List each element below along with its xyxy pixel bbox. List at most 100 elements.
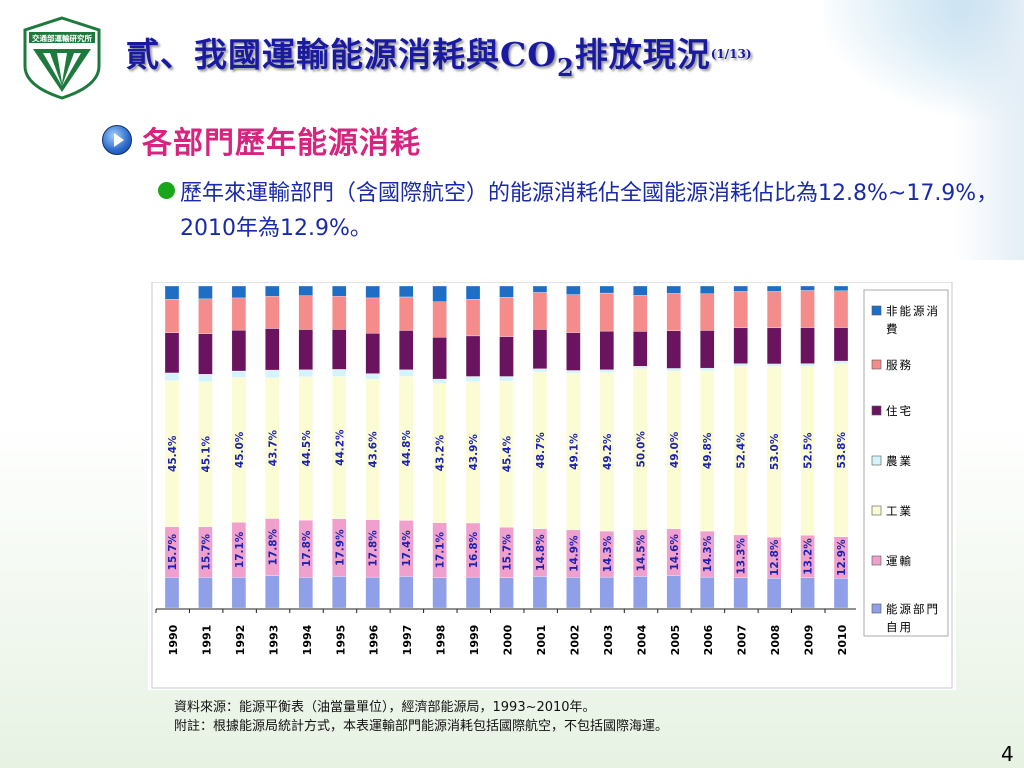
bar-data-label: 53.8% <box>836 432 848 469</box>
x-tick-label: 1999 <box>468 625 481 656</box>
legend-swatch <box>871 305 882 316</box>
bar-segment <box>633 285 648 296</box>
bar-data-label: 17.8% <box>267 528 279 565</box>
bar-segment <box>465 576 481 609</box>
institute-logo: 交通部運輸研究所 <box>23 16 101 100</box>
bar-segment <box>766 291 782 329</box>
bar-segment <box>599 292 615 332</box>
x-tick-label: 2006 <box>702 624 715 655</box>
bar-segment <box>231 285 247 299</box>
logo-text: 交通部運輸研究所 <box>32 33 92 43</box>
bar-segment <box>499 297 514 337</box>
bar-segment <box>465 335 481 377</box>
bar-segment <box>700 285 715 294</box>
bar-segment <box>566 332 581 371</box>
bar-data-label: 12.8% <box>769 539 781 576</box>
x-tick-label: 2010 <box>836 624 849 655</box>
x-tick-label: 2004 <box>635 624 648 655</box>
bar-segment <box>800 290 815 328</box>
bar-segment <box>432 285 447 302</box>
bar-segment <box>332 329 347 370</box>
bar-segment <box>766 327 782 365</box>
x-tick-label: 1991 <box>200 625 213 656</box>
bar-data-label: 52.4% <box>736 432 748 469</box>
bar-segment <box>398 285 414 298</box>
x-tick-label: 1998 <box>435 625 448 656</box>
bar-segment <box>365 576 380 609</box>
bar-data-label: 43.7% <box>267 429 279 466</box>
bar-segment <box>733 285 748 292</box>
bar-segment <box>833 360 849 364</box>
bar-segment <box>733 363 748 367</box>
bar-segment <box>198 333 213 375</box>
section-heading-text: 各部門歷年能源消耗 <box>142 126 421 161</box>
bar-segment <box>164 372 180 381</box>
bar-segment <box>465 299 481 337</box>
title-subscript: 2 <box>557 53 575 82</box>
legend-swatch <box>871 405 882 416</box>
bar-segment <box>198 374 213 382</box>
bar-segment <box>365 297 380 334</box>
bar-segment <box>666 285 681 294</box>
bar-segment <box>833 578 849 609</box>
x-tick-label: 1995 <box>334 625 347 656</box>
bar-segment <box>432 337 447 380</box>
bar-data-label: 14.9% <box>568 535 580 572</box>
play-bullet-icon <box>102 125 132 155</box>
x-tick-label: 2001 <box>535 625 548 656</box>
bar-segment <box>700 367 715 371</box>
bar-segment <box>499 285 514 298</box>
bar-segment <box>298 295 313 330</box>
bar-segment <box>365 333 380 374</box>
bar-segment <box>365 285 380 299</box>
bar-segment <box>198 577 213 609</box>
legend-label: 非能源消費 <box>886 304 940 336</box>
bar-data-label: 14.3% <box>702 535 714 572</box>
chart-notes: 資料來源：能源平衡表（油當量單位），經濟部能源局，1993~2010年。 附註：… <box>174 698 668 736</box>
bar-segment <box>164 577 180 609</box>
x-tick-label: 2003 <box>602 625 615 656</box>
legend-swatch <box>871 359 882 370</box>
bar-segment <box>298 369 313 377</box>
bar-segment <box>265 296 280 329</box>
bar-segment <box>465 285 481 300</box>
bar-data-label: 45.4% <box>167 435 179 472</box>
bar-segment <box>700 330 715 369</box>
bar-segment <box>700 293 715 331</box>
bar-data-label: 43.2% <box>435 434 447 471</box>
bar-data-label: 17.9% <box>334 529 346 566</box>
bar-segment <box>633 576 648 609</box>
bar-data-label: 17.4% <box>401 530 413 567</box>
bar-data-label: 14.6% <box>669 534 681 571</box>
bar-segment <box>231 297 247 331</box>
bar-segment <box>566 294 581 333</box>
bar-data-label: 17.1% <box>435 532 447 569</box>
green-dot-bullet-icon <box>158 182 175 199</box>
x-tick-label: 2002 <box>568 625 581 656</box>
bar-data-label: 17.8% <box>368 530 380 567</box>
bar-data-label: 49.1% <box>568 433 580 470</box>
legend-label: 住宅 <box>886 404 913 418</box>
legend-swatch <box>871 555 882 566</box>
bar-segment <box>733 577 748 609</box>
bar-data-label: 49.0% <box>669 431 681 468</box>
bar-segment <box>532 329 548 369</box>
bar-segment <box>499 577 514 609</box>
bar-segment <box>499 376 514 382</box>
bar-segment <box>231 370 247 378</box>
bar-data-label: 17.8% <box>301 530 313 567</box>
bar-segment <box>298 577 313 609</box>
bar-data-label: 16.8% <box>468 531 480 568</box>
x-tick-label: 2009 <box>803 625 816 656</box>
bar-data-label: 43.6% <box>368 431 380 468</box>
bar-data-label: 53.0% <box>769 433 781 470</box>
bar-segment <box>666 575 681 609</box>
bar-segment <box>298 285 313 296</box>
section-heading: 各部門歷年能源消耗 <box>102 118 421 162</box>
bar-segment <box>198 285 213 300</box>
bar-segment <box>164 332 180 374</box>
source-note: 資料來源：能源平衡表（油當量單位），經濟部能源局，1993~2010年。 <box>174 700 596 715</box>
bar-segment <box>265 369 280 378</box>
bar-data-label: 15.7% <box>167 533 179 570</box>
bar-segment <box>231 329 247 372</box>
